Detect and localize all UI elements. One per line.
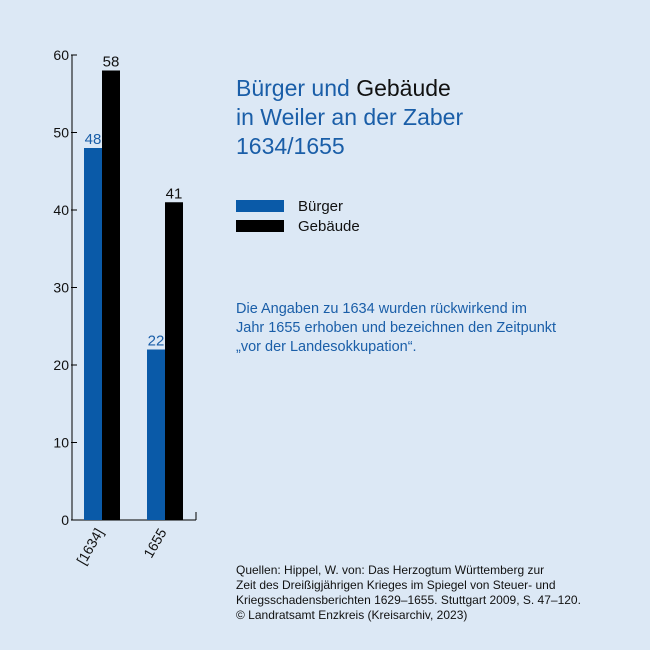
note-line1: Die Angaben zu 1634 wurden rückwirkend i… bbox=[236, 301, 527, 317]
bar-gebaeude-0 bbox=[102, 70, 120, 520]
chart-title: Bürger und Gebäude in Weiler an der Zabe… bbox=[236, 74, 463, 161]
legend-swatch-gebaeude bbox=[236, 220, 284, 232]
data-label: 48 bbox=[85, 131, 102, 148]
source-line4: © Landratsamt Enzkreis (Kreisarchiv, 202… bbox=[236, 608, 468, 622]
title-part1: Bürger und bbox=[236, 75, 350, 101]
title-line2: in Weiler an der Zaber bbox=[236, 104, 464, 130]
bar-chart: 0 10 20 30 40 50 60 48 58 [1634] 22 41 1655 bbox=[53, 47, 197, 568]
y-tick-label: 30 bbox=[53, 280, 69, 296]
y-tick-label: 20 bbox=[53, 357, 69, 373]
data-label: 41 bbox=[166, 185, 183, 202]
source-credits: Quellen: Hippel, W. von: Das Herzogtum W… bbox=[236, 563, 646, 623]
x-tick-label: 1655 bbox=[140, 525, 170, 560]
y-tick-label: 60 bbox=[53, 47, 69, 63]
bar-gebaeude-1 bbox=[165, 202, 183, 520]
source-line3: Kriegsschadensberichten 1629–1655. Stutt… bbox=[236, 593, 581, 607]
y-tick-label: 50 bbox=[53, 125, 69, 141]
legend-item-buerger: Bürger bbox=[236, 196, 360, 216]
source-line2: Zeit des Dreißigjährigen Krieges im Spie… bbox=[236, 578, 556, 592]
chart-note: Die Angaben zu 1634 wurden rückwirkend i… bbox=[236, 300, 636, 357]
legend: Bürger Gebäude bbox=[236, 196, 360, 236]
data-label: 58 bbox=[103, 54, 120, 71]
data-label: 22 bbox=[148, 333, 165, 350]
title-part2: Gebäude bbox=[356, 75, 451, 101]
note-line3: „vor der Landesokkupation“. bbox=[236, 339, 417, 355]
legend-label-gebaeude: Gebäude bbox=[298, 217, 360, 235]
x-tick-label: [1634] bbox=[73, 526, 106, 568]
y-tick-label: 40 bbox=[53, 202, 69, 218]
y-tick-label: 10 bbox=[53, 435, 69, 451]
bar-buerger-0 bbox=[84, 148, 102, 520]
source-line1: Quellen: Hippel, W. von: Das Herzogtum W… bbox=[236, 563, 545, 577]
note-line2: Jahr 1655 erhoben und bezeichnen den Zei… bbox=[236, 320, 557, 336]
title-line3: 1634/1655 bbox=[236, 133, 345, 159]
legend-swatch-buerger bbox=[236, 200, 284, 212]
legend-item-gebaeude: Gebäude bbox=[236, 216, 360, 236]
legend-label-buerger: Bürger bbox=[298, 197, 344, 215]
bar-buerger-1 bbox=[147, 349, 165, 520]
y-tick-label: 0 bbox=[61, 512, 69, 528]
